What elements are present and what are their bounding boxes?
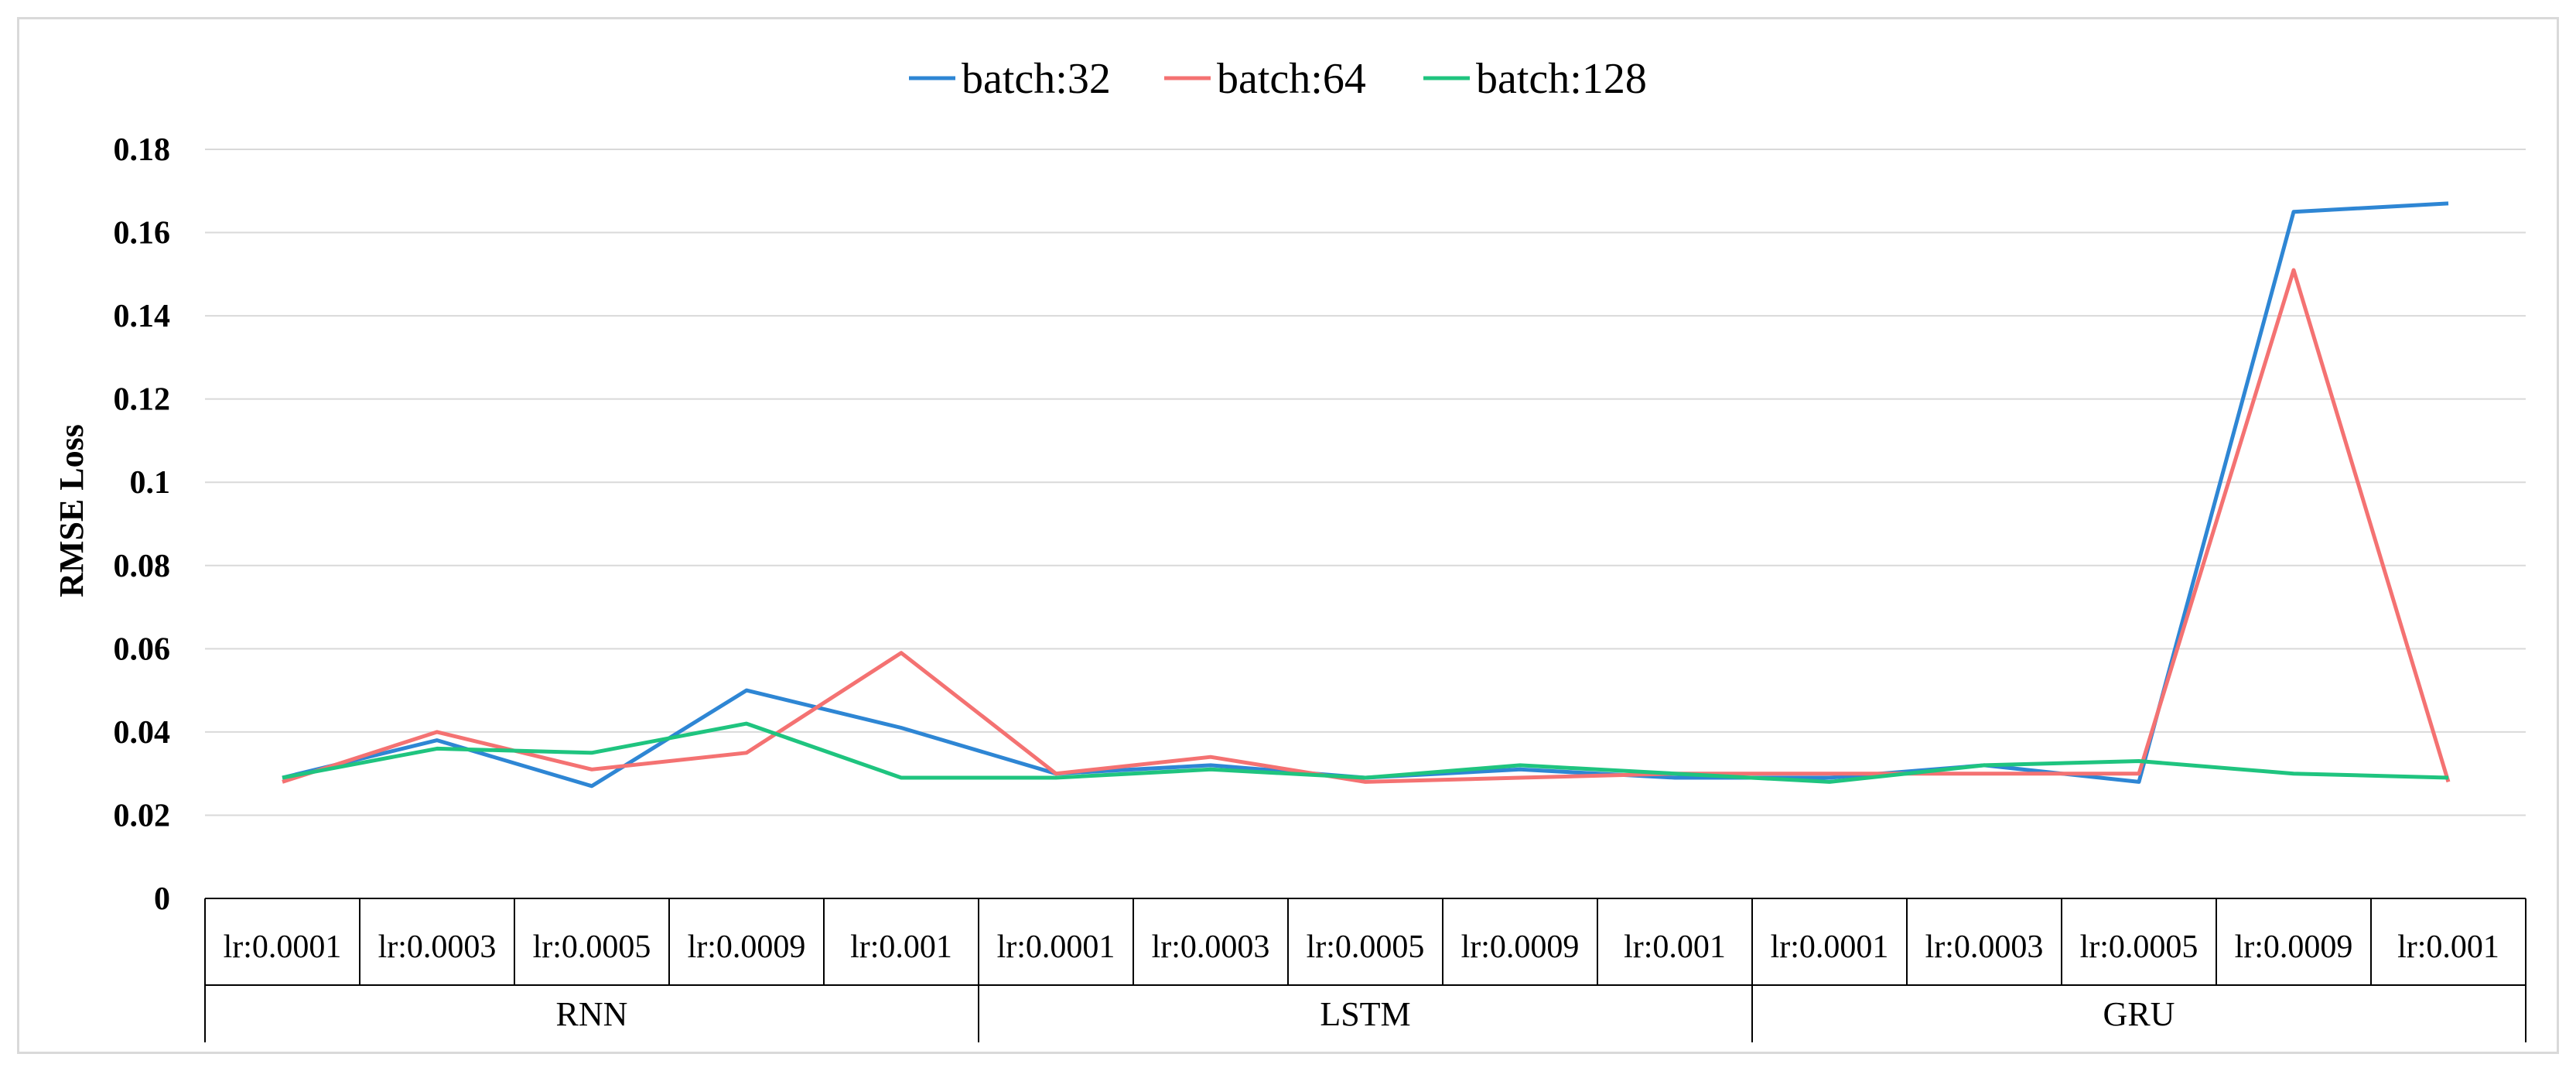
legend: batch:32 batch:64 batch:128 bbox=[909, 55, 1647, 103]
x-tick-label: lr:0.001 bbox=[2397, 929, 2499, 965]
series-line-batch-64 bbox=[282, 268, 2451, 784]
x-tick-label: lr:0.0001 bbox=[1771, 929, 1889, 965]
series-lines bbox=[282, 201, 2451, 789]
x-tick-label: lr:0.0005 bbox=[1307, 929, 1425, 965]
y-axis-title: RMSE Loss bbox=[53, 424, 91, 597]
x-axis-tick-labels: lr:0.0001 lr:0.0003 lr:0.0005 lr:0.0009 lr:0… bbox=[224, 929, 2499, 965]
x-tick-label: lr:0.0005 bbox=[2080, 929, 2198, 965]
x-axis bbox=[204, 898, 2526, 1042]
x-axis-group-labels: RNN LSTM GRU bbox=[556, 995, 2175, 1033]
x-tick-label: lr:0.0003 bbox=[1152, 929, 1270, 965]
x-tick-label: lr:0.001 bbox=[1624, 929, 1726, 965]
x-tick-label: lr:0.0001 bbox=[224, 929, 342, 965]
y-tick-label: 0.1 bbox=[130, 465, 171, 501]
x-tick-label: lr:0.0005 bbox=[533, 929, 651, 965]
gridlines bbox=[205, 149, 2526, 816]
x-tick-label: lr:0.001 bbox=[850, 929, 952, 965]
chart-frame: 0 0.02 0.04 0.06 0.08 0.1 0.12 0.14 0.16 0.18 lr:… bbox=[17, 17, 2559, 1054]
y-tick-label: 0.12 bbox=[114, 382, 171, 418]
y-tick-label: 0 bbox=[154, 881, 170, 917]
x-tick-label: lr:0.0001 bbox=[997, 929, 1115, 965]
group-label-gru: GRU bbox=[2103, 995, 2175, 1033]
x-tick-label: lr:0.0009 bbox=[2235, 929, 2353, 965]
y-tick-label: 0.14 bbox=[114, 299, 171, 334]
x-tick-label: lr:0.0003 bbox=[1925, 929, 2044, 965]
y-tick-label: 0.02 bbox=[114, 798, 171, 833]
series-line-batch-32 bbox=[282, 201, 2449, 789]
series-line-batch-128 bbox=[282, 721, 2449, 784]
y-tick-label: 0.18 bbox=[114, 132, 171, 168]
x-tick-label: lr:0.0003 bbox=[378, 929, 497, 965]
legend-label: batch:32 bbox=[962, 55, 1111, 103]
group-label-rnn: RNN bbox=[556, 995, 628, 1033]
x-tick-label: lr:0.0009 bbox=[1461, 929, 1580, 965]
y-tick-label: 0.06 bbox=[114, 631, 171, 667]
line-chart: 0 0.02 0.04 0.06 0.08 0.1 0.12 0.14 0.16 0.18 lr:… bbox=[53, 55, 2526, 1042]
y-tick-label: 0.04 bbox=[114, 715, 171, 751]
legend-label: batch:128 bbox=[1476, 55, 1647, 103]
legend-label: batch:64 bbox=[1217, 55, 1366, 103]
y-axis-ticks: 0 0.02 0.04 0.06 0.08 0.1 0.12 0.14 0.16 0.18 bbox=[114, 132, 171, 917]
x-tick-label: lr:0.0009 bbox=[688, 929, 806, 965]
y-tick-label: 0.16 bbox=[114, 216, 171, 251]
y-tick-label: 0.08 bbox=[114, 549, 171, 584]
group-label-lstm: LSTM bbox=[1320, 995, 1410, 1033]
